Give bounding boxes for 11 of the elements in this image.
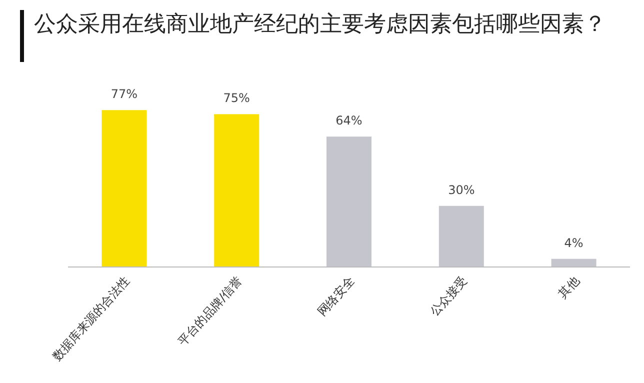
data-label: 77% [110, 87, 138, 102]
x-tick-label: 平台的品牌/信誉 [176, 274, 245, 348]
x-tick-label: 其他 [556, 274, 582, 301]
x-tick-label: 网络安全 [314, 274, 358, 319]
data-label: 30% [448, 182, 475, 197]
x-tick-label: 数据库来源的合法性 [50, 274, 132, 364]
title: 公众采用在线商业地产经纪的主要考虑因素包括哪些因素？ [34, 12, 606, 37]
data-label: 64% [336, 114, 362, 128]
x-tick-label: 公众接受 [427, 274, 470, 319]
data-label: 4% [564, 236, 584, 250]
data-label: 75% [223, 91, 250, 106]
